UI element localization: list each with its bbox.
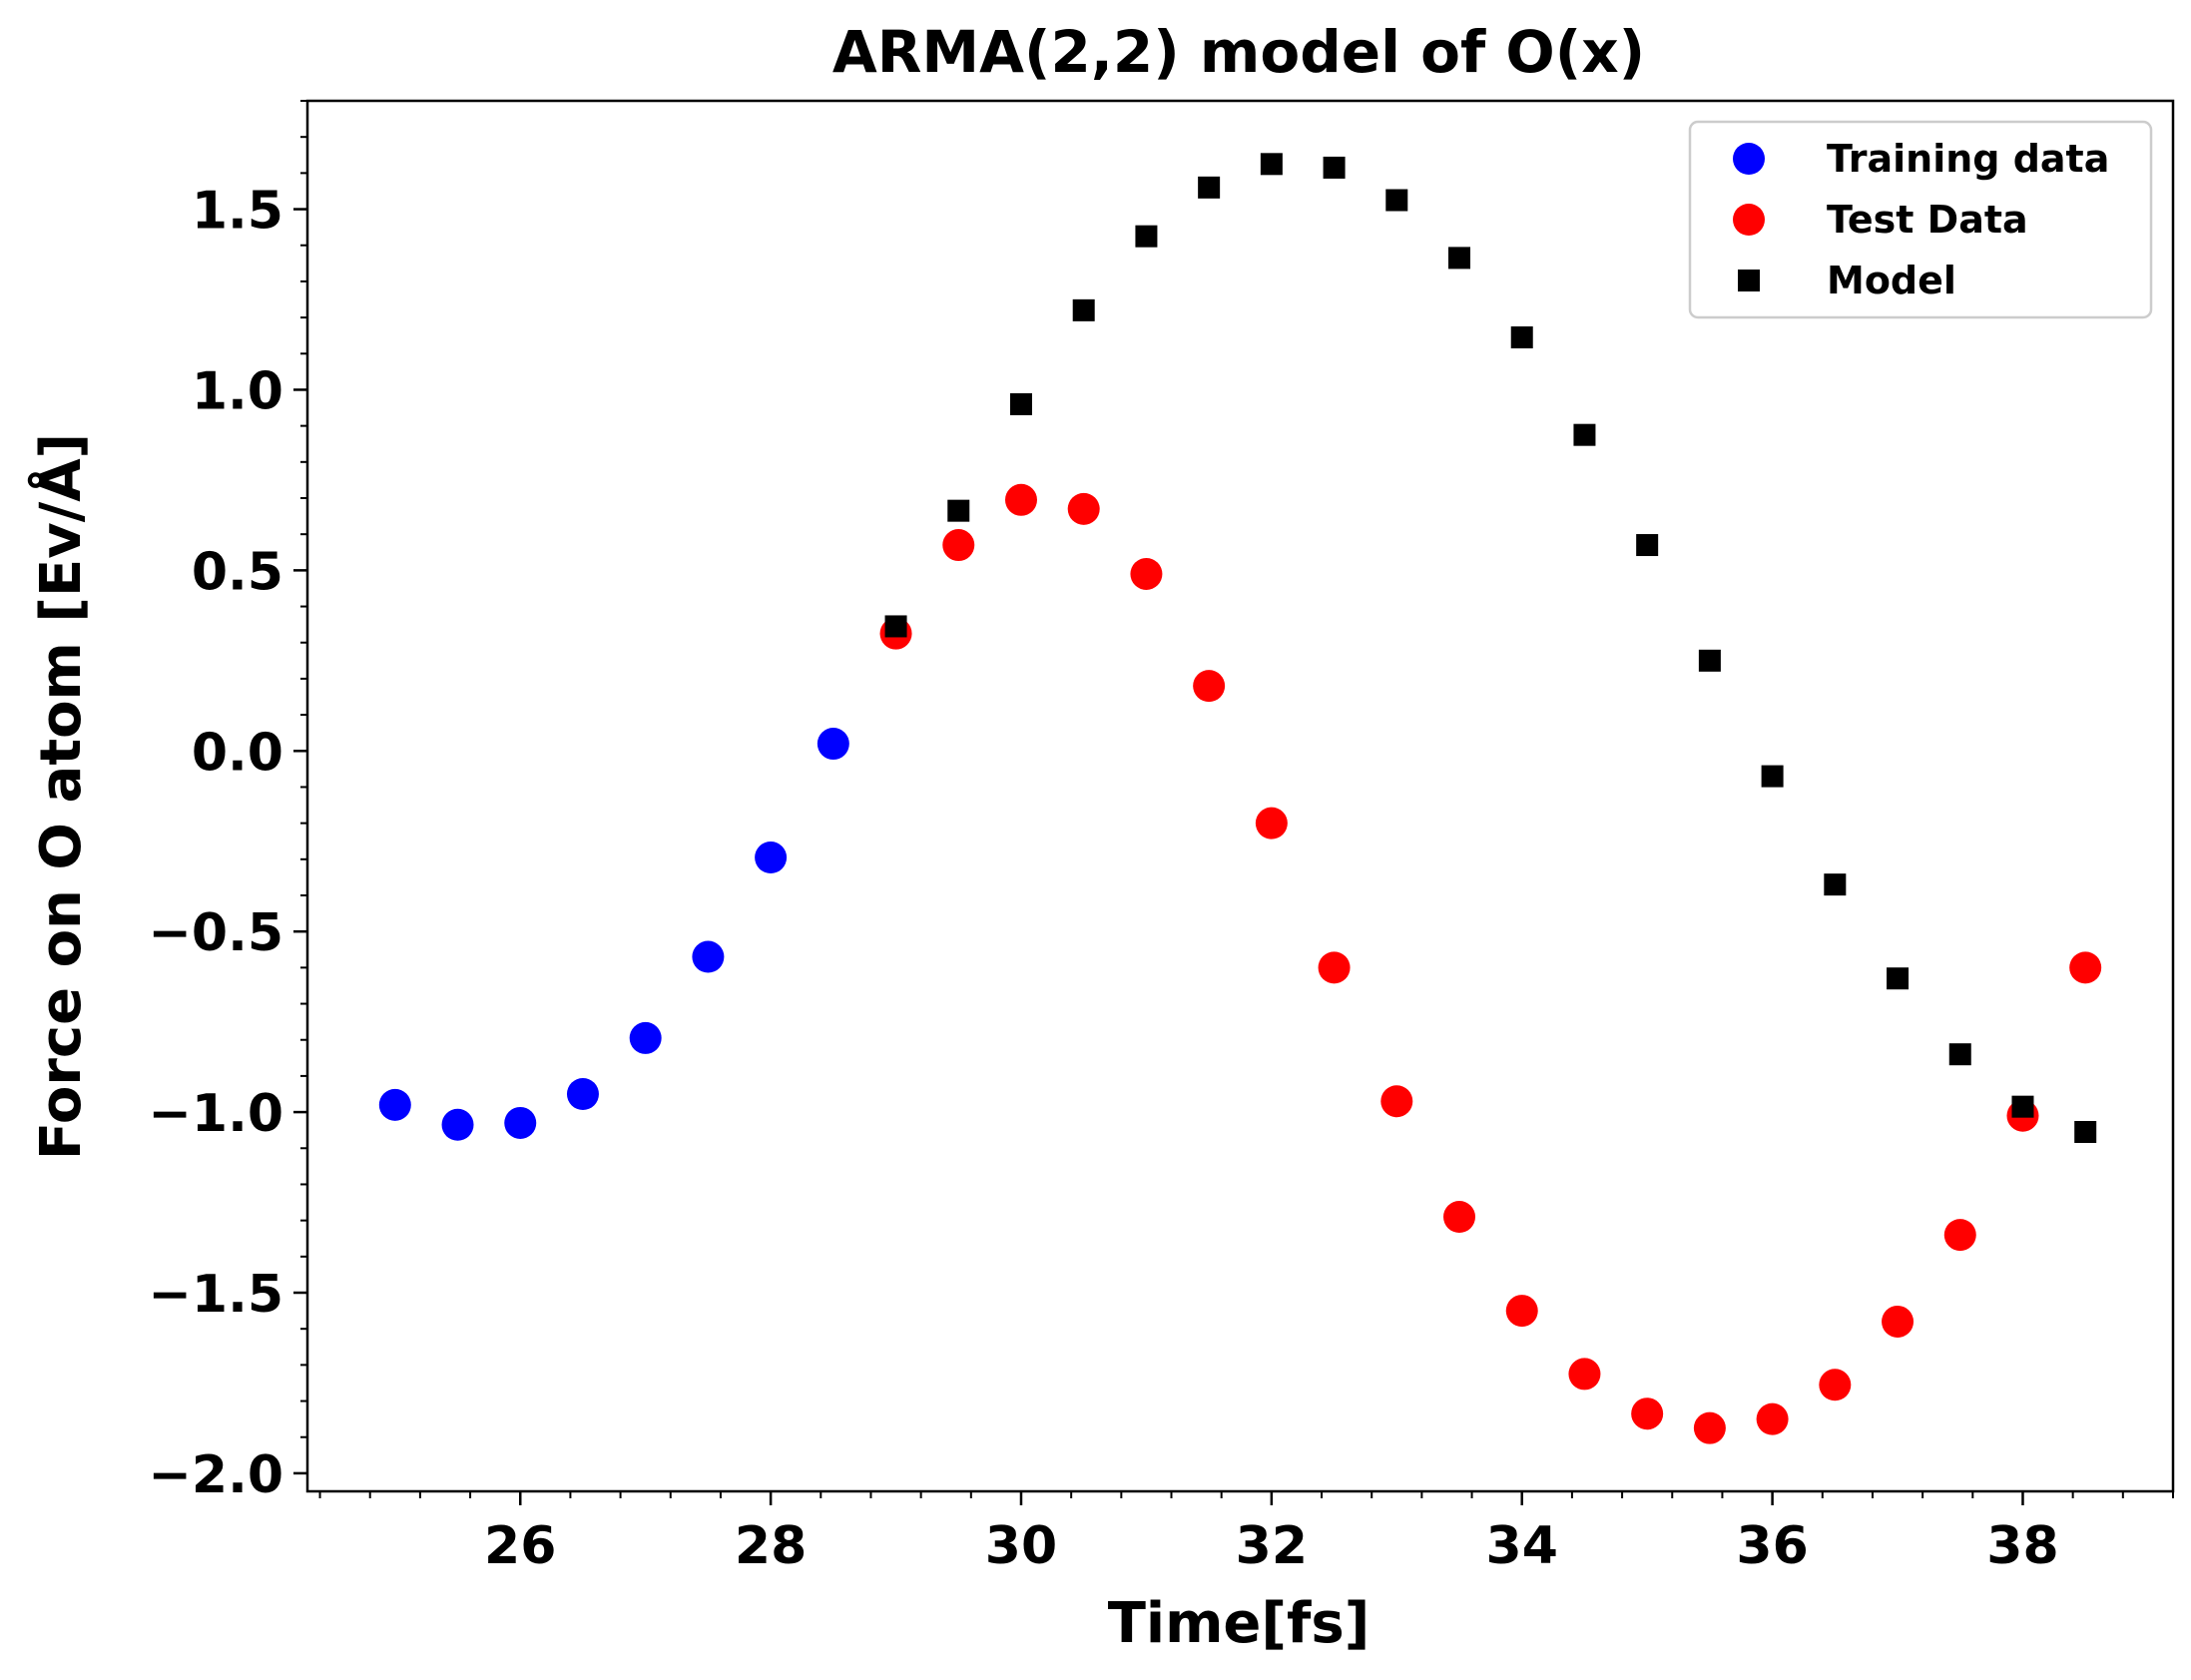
test-data-point [1943, 1219, 1976, 1252]
test-data-point [1130, 557, 1163, 590]
y-axis: 1.5 1.0 0.5 0.0 −0.5 −1.0 −1.5 −2.0 [148, 182, 307, 1505]
test-data-point [1380, 1085, 1413, 1118]
model-point [2074, 1120, 2097, 1143]
training-data-point [629, 1021, 662, 1054]
test-data-point [942, 529, 975, 562]
model-point [1948, 1043, 1971, 1066]
model-point [1636, 534, 1659, 557]
x-axis-label: Time[fs] [1108, 1591, 1370, 1656]
model-point [1573, 423, 1596, 446]
legend-marker-test [1733, 204, 1765, 236]
y-tick-label: 1.5 [192, 182, 283, 242]
y-tick-label: −0.5 [148, 903, 283, 963]
series-test-data [879, 483, 2102, 1444]
y-tick-label: 0.0 [192, 723, 283, 783]
test-data-point [1882, 1305, 1915, 1338]
test-data-point [1568, 1358, 1601, 1391]
legend-box [1688, 120, 2153, 319]
x-tick-label: 28 [735, 1516, 807, 1576]
model-point [2011, 1095, 2034, 1118]
test-data-point [1318, 951, 1351, 984]
y-axis-label: Force on O atom [Ev/Å] [28, 433, 94, 1160]
training-data-point [378, 1088, 411, 1121]
legend: Training data Test Data Model [1688, 120, 2153, 319]
training-data-point [504, 1106, 537, 1139]
model-point [1887, 967, 1910, 990]
test-data-point [1255, 807, 1288, 840]
model-point [1385, 189, 1408, 212]
y-tick-label: 0.5 [192, 542, 283, 602]
legend-marker-model [1738, 270, 1760, 291]
x-tick-label: 38 [1986, 1516, 2058, 1576]
test-data-point [1756, 1402, 1789, 1435]
x-tick-label: 30 [985, 1516, 1057, 1576]
x-axis: 26 28 30 32 34 36 38 [484, 1491, 2059, 1576]
test-data-point [1819, 1369, 1852, 1401]
x-tick-label: 36 [1736, 1516, 1808, 1576]
data-marks [378, 153, 2102, 1444]
training-data-point [692, 940, 725, 973]
test-data-point [1067, 492, 1100, 525]
test-data-point [2069, 951, 2102, 984]
model-point [1510, 325, 1533, 348]
y-tick-label: −1.5 [148, 1265, 283, 1325]
model-point [1135, 225, 1158, 248]
training-data-point [817, 728, 849, 761]
model-point [947, 499, 970, 522]
training-data-point [441, 1108, 474, 1141]
test-data-point [1631, 1398, 1664, 1430]
model-point [1761, 765, 1784, 788]
model-point [1448, 247, 1471, 270]
legend-label-test: Test Data [1827, 198, 2028, 242]
legend-label-model: Model [1827, 259, 1956, 302]
model-point [1698, 649, 1721, 672]
chart-title: ARMA(2,2) model of O(x) [832, 18, 1645, 86]
x-tick-label: 26 [484, 1516, 556, 1576]
y-tick-label: 1.0 [192, 361, 283, 421]
training-data-point [755, 841, 788, 874]
model-point [1072, 298, 1095, 321]
x-tick-label: 32 [1236, 1516, 1308, 1576]
model-point [1009, 392, 1032, 415]
x-tick-label: 34 [1486, 1516, 1558, 1576]
training-data-point [566, 1078, 599, 1110]
test-data-point [1505, 1295, 1538, 1328]
test-data-point [1693, 1411, 1726, 1444]
minor-ticks [300, 100, 2174, 1498]
legend-label-training: Training data [1827, 137, 2109, 181]
test-data-point [1443, 1201, 1476, 1234]
series-training-data [378, 728, 849, 1141]
plot-area [305, 99, 2175, 1493]
legend-marker-training [1733, 143, 1765, 175]
y-tick-label: −1.0 [148, 1084, 283, 1144]
test-data-point [1193, 670, 1226, 703]
test-data-point [1004, 483, 1037, 516]
model-point [1198, 176, 1221, 199]
series-model [884, 153, 2097, 1143]
model-point [1323, 156, 1346, 179]
model-point [884, 615, 907, 638]
model-point [1824, 873, 1847, 896]
model-point [1260, 153, 1283, 176]
y-tick-label: −2.0 [148, 1445, 283, 1505]
